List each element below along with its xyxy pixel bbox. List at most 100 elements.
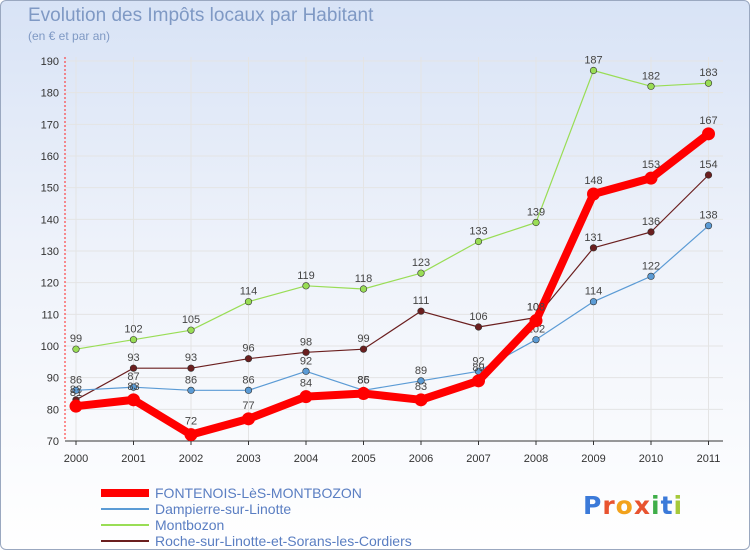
data-label: 183 — [699, 67, 717, 79]
data-label: 99 — [70, 333, 82, 345]
x-tick-label: 2005 — [351, 453, 375, 465]
data-point — [417, 377, 425, 385]
data-point — [589, 244, 598, 252]
logo-letter: i — [651, 491, 661, 520]
data-point — [359, 285, 368, 293]
data-label: 187 — [584, 55, 602, 67]
y-tick-label: 170 — [41, 119, 59, 131]
legend-item: FONTENOIS-LèS-MONTBOZON — [101, 485, 412, 501]
data-point — [472, 374, 485, 388]
data-label: 154 — [699, 159, 717, 171]
x-tick-label: 2009 — [581, 453, 605, 465]
data-point — [417, 269, 425, 277]
data-label: 114 — [585, 286, 603, 298]
legend-label: Roche-sur-Linotte-et-Sorans-les-Cordiers — [155, 533, 412, 549]
proxiti-logo: Proxiti — [583, 491, 683, 520]
series-line-2 — [75, 69, 710, 350]
data-point — [589, 298, 598, 306]
chart-legend: FONTENOIS-LèS-MONTBOZON Dampierre-sur-Lin… — [101, 485, 412, 549]
data-label: 111 — [413, 295, 430, 307]
y-tick-label: 90 — [47, 373, 59, 385]
data-label: 118 — [355, 273, 373, 285]
legend-item: Montbozon — [101, 517, 412, 533]
data-point — [244, 355, 253, 363]
y-tick-label: 160 — [41, 151, 59, 163]
data-point — [187, 364, 195, 372]
data-point — [589, 66, 598, 75]
data-label: 102 — [124, 324, 142, 336]
legend-swatch — [101, 524, 149, 526]
data-label: 89 — [472, 362, 484, 374]
x-tick-label: 2010 — [639, 453, 663, 465]
y-tick-label: 80 — [47, 404, 59, 416]
plot-area — [65, 57, 723, 441]
x-tick-label: 2006 — [409, 453, 433, 465]
y-tick-label: 180 — [41, 88, 59, 100]
data-label: 83 — [415, 381, 427, 393]
data-label: 138 — [699, 210, 717, 222]
legend-item: Dampierre-sur-Linotte — [101, 501, 412, 517]
data-point — [129, 336, 138, 344]
data-label: 93 — [185, 352, 197, 364]
data-point — [129, 364, 138, 372]
data-label: 106 — [469, 311, 487, 323]
data-label: 114 — [240, 286, 258, 298]
data-label: 133 — [469, 226, 487, 238]
logo-letter: t — [660, 491, 674, 520]
data-label: 122 — [642, 260, 660, 272]
x-tick-label: 2003 — [236, 453, 260, 465]
data-label: 87 — [127, 371, 139, 383]
series-line-3 — [75, 174, 710, 401]
legend-swatch — [101, 540, 149, 542]
data-point — [532, 336, 540, 344]
data-label: 77 — [242, 400, 254, 412]
data-label: 96 — [242, 343, 254, 355]
data-point — [244, 386, 253, 394]
y-tick-label: 140 — [41, 214, 59, 226]
data-point — [359, 345, 368, 353]
data-label: 92 — [472, 355, 484, 367]
logo-letter: P — [583, 491, 603, 520]
y-tick-label: 110 — [41, 309, 59, 321]
data-point — [187, 326, 195, 334]
y-tick-label: 100 — [41, 341, 59, 353]
data-point — [69, 399, 83, 413]
logo-letter: i — [673, 491, 684, 520]
y-tick-label: 130 — [41, 246, 59, 258]
data-label: 136 — [642, 216, 660, 228]
data-label: 86 — [185, 374, 197, 386]
data-label: 81 — [70, 387, 82, 399]
data-label: 86 — [242, 374, 254, 386]
x-tick-label: 2008 — [524, 453, 548, 465]
y-tick-label: 120 — [41, 278, 59, 290]
data-label: 99 — [357, 333, 369, 345]
data-point — [302, 282, 310, 290]
data-point — [302, 348, 310, 356]
data-point — [529, 314, 543, 328]
logo-letter: r — [602, 491, 616, 520]
data-point — [647, 82, 655, 90]
data-label: 86 — [70, 374, 82, 386]
legend-label: Montbozon — [155, 517, 225, 533]
data-point — [357, 387, 370, 400]
data-label: 83 — [127, 381, 139, 393]
data-point — [704, 222, 713, 230]
data-label: 93 — [127, 352, 139, 364]
data-label: 123 — [412, 257, 430, 269]
data-label: 84 — [300, 378, 312, 390]
data-point — [72, 345, 80, 353]
y-tick-label: 150 — [41, 183, 59, 195]
x-tick-label: 2000 — [64, 453, 88, 465]
data-point — [417, 307, 425, 315]
y-tick-label: 70 — [47, 436, 59, 448]
data-label: 182 — [642, 70, 660, 82]
data-point — [647, 272, 655, 280]
data-point — [647, 228, 655, 236]
legend-swatch — [101, 508, 149, 510]
legend-label: Dampierre-sur-Linotte — [155, 501, 292, 517]
data-label: 108 — [527, 302, 545, 314]
chart-subtitle: (en € et par an) — [28, 29, 111, 43]
data-point — [702, 127, 715, 141]
data-point — [244, 298, 253, 306]
